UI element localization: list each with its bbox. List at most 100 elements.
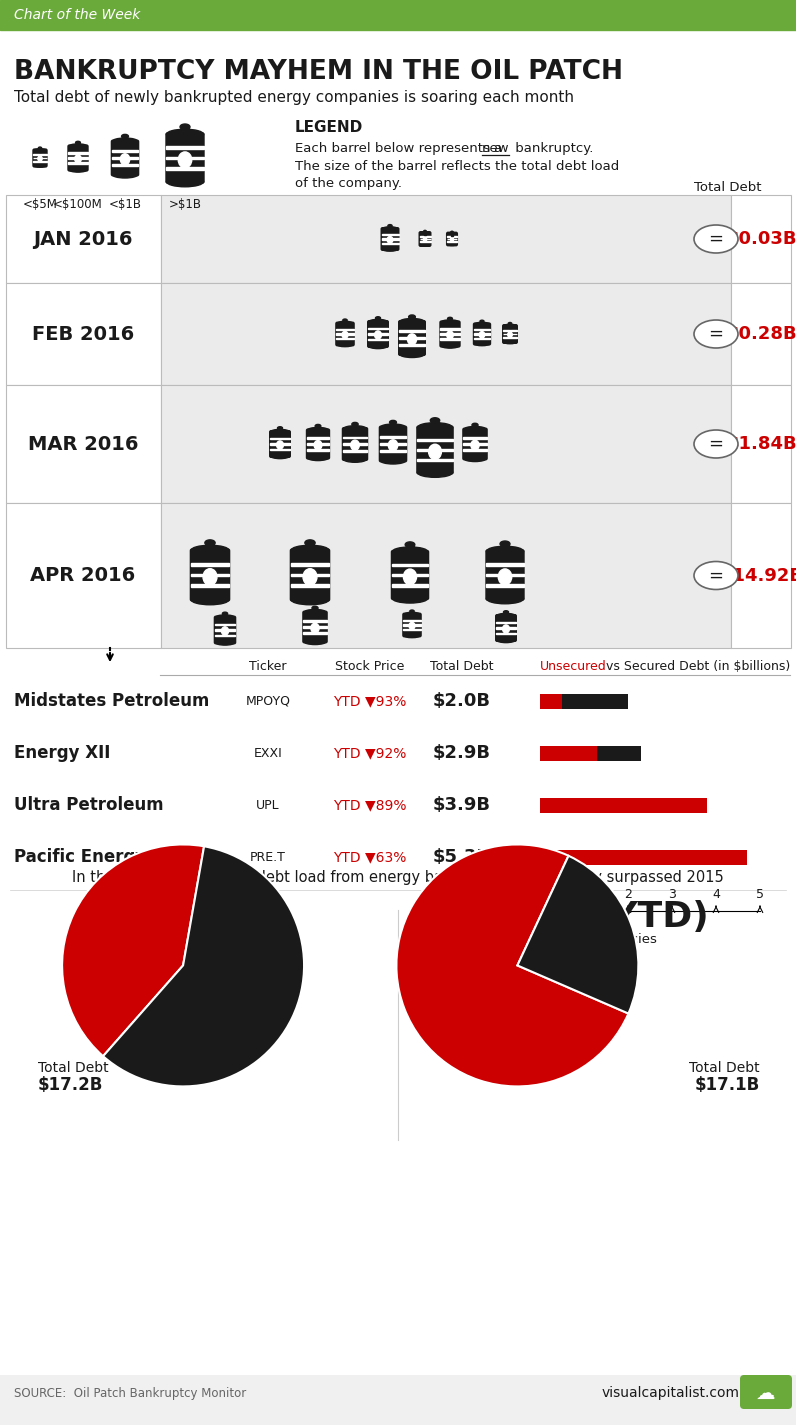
Text: of the company.: of the company. [295,177,402,190]
Ellipse shape [409,623,415,630]
Bar [424,232,426,235]
Bar [472,426,478,432]
Bar [731,503,791,648]
Ellipse shape [271,453,290,459]
Bar [215,624,236,626]
Bar [376,319,380,323]
Bar [540,694,562,708]
Bar [463,449,487,452]
Bar [306,437,330,439]
Wedge shape [517,856,638,1013]
Text: 27: 27 [562,952,628,998]
Ellipse shape [303,638,326,644]
Bar [291,584,330,587]
Bar [540,849,747,865]
Bar [6,385,161,503]
Text: The size of the barrel reflects the total debt load: The size of the barrel reflects the tota… [295,160,619,172]
FancyBboxPatch shape [189,549,230,601]
Bar [380,450,406,452]
Ellipse shape [343,319,347,322]
Bar [278,430,282,435]
Ellipse shape [191,546,229,556]
Bar [270,449,290,450]
Bar [191,573,229,577]
Ellipse shape [417,467,453,477]
Bar [270,437,290,439]
Bar [306,443,330,445]
Ellipse shape [380,425,406,432]
Ellipse shape [342,332,348,338]
Text: =: = [708,229,724,248]
Ellipse shape [215,640,235,646]
Ellipse shape [486,546,524,557]
Text: BANKRUPTCY MAYHEM IN THE OIL PATCH: BANKRUPTCY MAYHEM IN THE OIL PATCH [14,58,623,86]
Bar [496,627,516,628]
FancyBboxPatch shape [166,133,205,184]
Bar [509,325,512,328]
Text: $2.0B: $2.0B [433,693,491,710]
FancyBboxPatch shape [486,550,525,600]
Ellipse shape [400,351,424,358]
Ellipse shape [191,594,229,604]
FancyBboxPatch shape [446,232,458,247]
Text: Total Debt: Total Debt [38,1062,108,1074]
Bar [409,318,415,323]
Text: >$1B: >$1B [169,198,201,211]
Ellipse shape [423,238,427,241]
Text: =: = [708,435,724,453]
Text: visualcapitalist.com: visualcapitalist.com [602,1387,740,1399]
Ellipse shape [271,429,290,435]
Ellipse shape [405,542,415,547]
Bar [223,616,227,620]
Bar [399,343,425,346]
Ellipse shape [441,343,459,348]
Bar [406,546,414,554]
Bar [731,284,791,385]
Ellipse shape [315,425,321,428]
Ellipse shape [480,321,484,322]
Bar [315,428,321,432]
FancyBboxPatch shape [416,426,454,475]
Text: 0: 0 [536,888,544,901]
Bar [380,443,406,445]
Bar [399,338,425,339]
Bar [215,634,236,636]
Text: Unsecured
$12.9B: Unsecured $12.9B [500,1020,579,1049]
Bar [380,436,406,437]
Wedge shape [62,845,204,1056]
Text: Stock Price: Stock Price [335,660,404,673]
Text: SOURCE:  Oil Patch Bankruptcy Monitor: SOURCE: Oil Patch Bankruptcy Monitor [14,1387,246,1399]
FancyBboxPatch shape [111,140,139,177]
Ellipse shape [447,318,452,321]
FancyBboxPatch shape [462,428,488,460]
FancyBboxPatch shape [419,231,431,247]
FancyBboxPatch shape [367,321,389,348]
Bar [191,563,229,566]
Ellipse shape [479,332,485,338]
Bar [448,321,452,325]
Text: Total Debt: Total Debt [689,1062,760,1074]
Text: 1: 1 [580,888,588,901]
Ellipse shape [303,569,317,586]
Ellipse shape [375,331,381,339]
Bar [368,333,388,335]
FancyBboxPatch shape [306,429,330,460]
Ellipse shape [389,420,396,425]
Ellipse shape [203,569,217,586]
Text: 5: 5 [756,888,764,901]
Bar [343,322,347,325]
Bar [392,584,428,587]
Bar [0,0,796,30]
Bar [6,284,161,385]
Text: $0.03B: $0.03B [727,229,796,248]
Ellipse shape [463,455,486,462]
Ellipse shape [504,611,509,614]
Bar [480,323,484,326]
Bar [496,621,516,624]
Ellipse shape [404,613,420,617]
Ellipse shape [343,456,367,462]
Ellipse shape [417,423,453,433]
Ellipse shape [307,455,329,460]
Ellipse shape [380,457,406,465]
Bar [291,573,330,577]
